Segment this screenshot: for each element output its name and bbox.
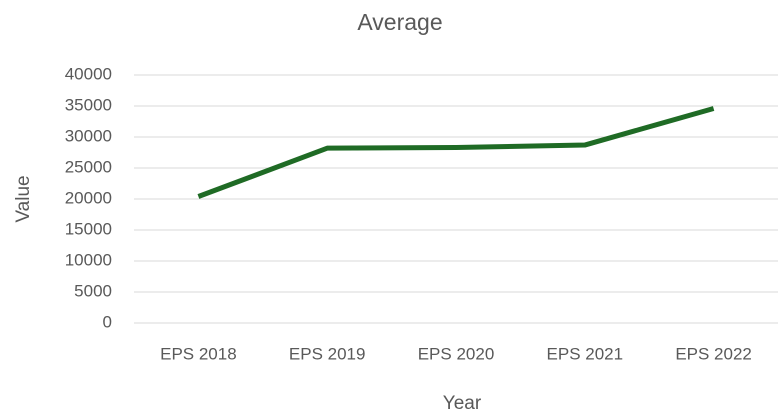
x-tick-label: EPS 2020 — [418, 344, 495, 363]
x-tick-label: EPS 2022 — [675, 344, 752, 363]
y-tick-label: 20000 — [65, 188, 112, 207]
x-tick-label: EPS 2019 — [289, 344, 366, 363]
y-tick-label: 35000 — [65, 95, 112, 114]
y-tick-label: 0 — [103, 312, 112, 331]
y-tick-label: 30000 — [65, 126, 112, 145]
chart-title: Average — [357, 9, 442, 35]
y-tick-label: 10000 — [65, 250, 112, 269]
y-axis-label: Value — [13, 175, 34, 222]
y-tick-label: 15000 — [65, 219, 112, 238]
data-line — [197, 106, 715, 199]
x-axis-label: Year — [443, 393, 482, 414]
y-tick-label: 25000 — [65, 157, 112, 176]
x-tick-label: EPS 2018 — [160, 344, 237, 363]
y-tick-label: 5000 — [74, 281, 112, 300]
x-tick-label: EPS 2021 — [547, 344, 624, 363]
y-tick-label: 40000 — [65, 64, 112, 83]
